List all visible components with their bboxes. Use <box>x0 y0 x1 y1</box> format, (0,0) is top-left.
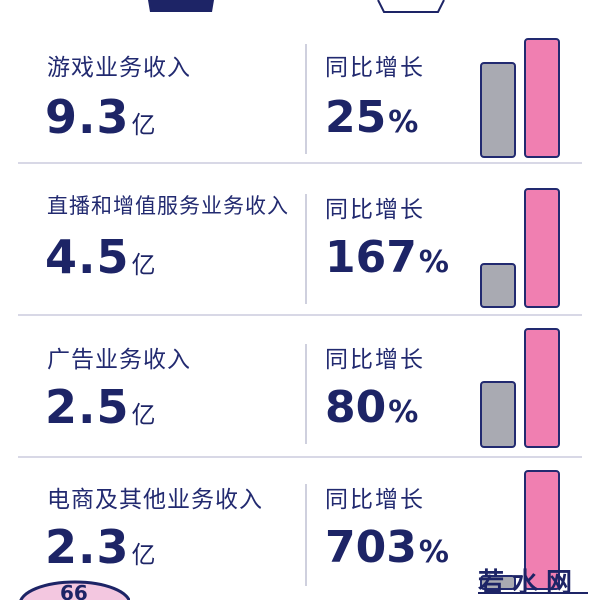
revenue-unit: 亿 <box>131 541 157 569</box>
row-separator-line <box>305 44 307 154</box>
yoy-percent-sign: % <box>388 395 419 430</box>
yoy-value: 25% <box>325 92 418 143</box>
revenue-row: 广告业务收入 2.5亿 同比增长 80% <box>0 318 600 458</box>
current-year-bar <box>524 470 560 590</box>
row-divider <box>18 162 582 164</box>
yoy-label: 同比增长 <box>325 197 425 223</box>
top-decoration <box>148 0 445 13</box>
revenue-row: 游戏业务收入 9.3亿 同比增长 25% <box>0 18 600 168</box>
previous-year-bar <box>480 575 516 590</box>
revenue-unit: 亿 <box>131 401 157 429</box>
yoy-number: 703 <box>325 522 417 573</box>
revenue-row: 电商及其他业务收入 2.3亿 同比增长 703% <box>0 458 600 600</box>
yoy-label: 同比增长 <box>325 487 425 513</box>
bottom-decoration: 66 <box>19 580 130 600</box>
revenue-label: 广告业务收入 <box>47 347 191 373</box>
svg-text:66: 66 <box>60 581 88 600</box>
revenue-unit: 亿 <box>131 111 157 139</box>
revenue-value: 2.3亿 <box>45 520 157 574</box>
yoy-label: 同比增长 <box>325 55 425 81</box>
revenue-value: 9.3亿 <box>45 90 157 144</box>
yoy-number: 80 <box>325 382 387 433</box>
yoy-percent-sign: % <box>418 535 449 570</box>
revenue-label: 直播和增值服务业务收入 <box>47 194 289 218</box>
revenue-unit: 亿 <box>131 251 157 279</box>
revenue-number: 2.5 <box>45 380 130 434</box>
previous-year-bar <box>480 263 516 308</box>
revenue-number: 2.3 <box>45 520 130 574</box>
yoy-label: 同比增长 <box>325 347 425 373</box>
growth-bars <box>470 168 570 318</box>
revenue-label: 游戏业务收入 <box>47 55 191 81</box>
watermark-underline <box>478 592 588 594</box>
row-separator-line <box>305 484 307 586</box>
current-year-bar <box>524 38 560 158</box>
yoy-number: 25 <box>325 92 387 143</box>
yoy-number: 167 <box>325 232 417 283</box>
previous-year-bar <box>480 62 516 158</box>
yoy-value: 80% <box>325 382 418 433</box>
row-separator-line <box>305 194 307 304</box>
row-separator-line <box>305 344 307 444</box>
previous-year-bar <box>480 381 516 448</box>
revenue-value: 2.5亿 <box>45 380 157 434</box>
yoy-value: 703% <box>325 522 449 573</box>
yoy-percent-sign: % <box>388 105 419 140</box>
revenue-value: 4.5亿 <box>45 230 157 284</box>
current-year-bar <box>524 188 560 308</box>
growth-bars <box>470 318 570 458</box>
row-divider <box>18 314 582 316</box>
growth-bars <box>470 18 570 168</box>
growth-bars <box>470 458 570 600</box>
revenue-label: 电商及其他业务收入 <box>47 487 263 513</box>
revenue-number: 9.3 <box>45 90 130 144</box>
yoy-percent-sign: % <box>418 245 449 280</box>
row-divider <box>18 456 582 458</box>
yoy-value: 167% <box>325 232 449 283</box>
revenue-number: 4.5 <box>45 230 130 284</box>
revenue-row: 直播和增值服务业务收入 4.5亿 同比增长 167% <box>0 168 600 318</box>
current-year-bar <box>524 328 560 448</box>
